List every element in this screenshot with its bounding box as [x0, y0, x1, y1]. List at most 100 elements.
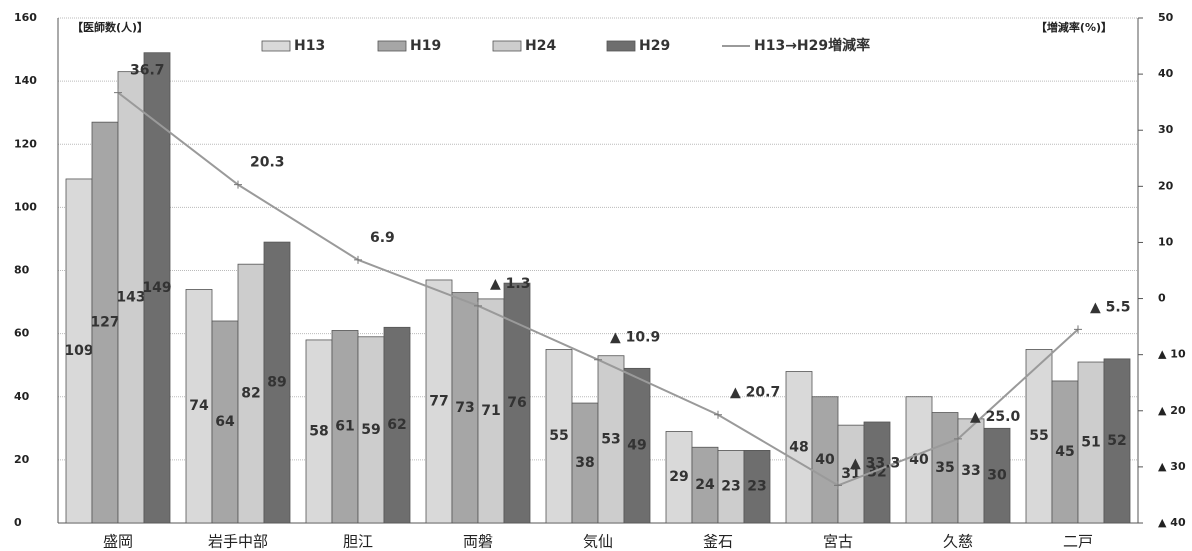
bar-value-label: 55 [1029, 428, 1048, 444]
line-value-label: ▲ 20.7 [730, 385, 780, 401]
line-marker [594, 355, 602, 364]
bar-value-label: 76 [507, 395, 526, 411]
bar-value-label: 53 [601, 431, 620, 447]
x-tick-label: 両磐 [463, 533, 493, 551]
bar [357, 336, 385, 524]
bar [211, 320, 239, 524]
bar-value-label: 73 [455, 400, 474, 416]
x-tick-label: 二戸 [1063, 533, 1093, 551]
x-tick-label: 釜石 [703, 533, 733, 551]
bar-value-label: 149 [142, 280, 171, 296]
bar-value-label: 51 [1081, 435, 1100, 451]
line-marker [114, 88, 122, 97]
bar-value-label: 59 [361, 422, 380, 438]
bar [665, 431, 693, 524]
bar-value-label: 74 [189, 398, 209, 414]
y-tick-label: 140 [14, 74, 37, 87]
bar [1077, 361, 1105, 524]
y2-tick-label: 40 [1158, 67, 1174, 80]
legend-label: H24 [525, 38, 556, 54]
x-tick-label: 胆江 [343, 533, 373, 551]
bar-value-label: 61 [335, 419, 354, 435]
bar [931, 412, 959, 524]
y2-tick-label: 20 [1158, 179, 1174, 192]
x-tick-label: 盛岡 [103, 533, 133, 551]
bar [451, 292, 479, 524]
y2-tick-label: ▲ 30 [1158, 460, 1186, 473]
bar-value-label: 62 [387, 417, 406, 433]
legend-swatch [606, 40, 636, 52]
bar [143, 52, 171, 524]
bar-value-label: 23 [747, 479, 766, 495]
y2-tick-label: ▲ 20 [1158, 404, 1186, 417]
legend-label: H19 [410, 38, 441, 54]
bar [837, 424, 865, 524]
x-tick-label: 岩手中部 [208, 533, 268, 551]
bar [691, 446, 719, 524]
bar-value-label: 23 [721, 479, 740, 495]
legend-label: H29 [639, 38, 670, 54]
bar [65, 178, 93, 524]
bar-value-label: 40 [815, 452, 835, 468]
line-value-label: 20.3 [250, 155, 285, 171]
bar [1051, 380, 1079, 524]
line-value-label: ▲ 25.0 [970, 409, 1020, 425]
line-marker [1074, 325, 1082, 334]
bar [425, 279, 453, 524]
line-value-label: ▲ 33.3 [850, 455, 900, 471]
line-value-label: 36.7 [130, 63, 165, 79]
bar-value-label: 127 [90, 315, 119, 331]
y2-tick-label: 10 [1158, 235, 1174, 248]
bar [1103, 358, 1131, 524]
bar [983, 427, 1011, 524]
bar-value-label: 71 [481, 403, 500, 419]
bar-value-label: 143 [116, 289, 145, 305]
bar [305, 339, 333, 524]
bar [331, 330, 359, 524]
bar-value-label: 109 [64, 343, 93, 359]
line-marker [474, 301, 482, 310]
y-tick-label: 40 [14, 390, 30, 403]
x-tick-label: 気仙 [583, 533, 613, 551]
line-value-label: ▲ 1.3 [490, 276, 530, 292]
bar [743, 450, 771, 524]
y-tick-label: 80 [14, 264, 30, 277]
y-tick-label: 60 [14, 327, 30, 340]
y-tick-label: 120 [14, 137, 37, 150]
y2-tick-label: 50 [1158, 11, 1174, 24]
legend-swatch [261, 40, 291, 52]
line-marker [234, 180, 242, 189]
line-marker [954, 434, 962, 443]
bar-value-label: 64 [215, 414, 235, 430]
line-value-label: ▲ 5.5 [1090, 299, 1130, 315]
x-tick-label: 宮古 [823, 533, 853, 551]
y2-tick-label: ▲ 40 [1158, 516, 1186, 529]
bar-value-label: 33 [961, 463, 980, 479]
legend-swatch [377, 40, 407, 52]
bar-value-label: 58 [309, 423, 328, 439]
bar [785, 371, 813, 524]
line-marker [834, 481, 842, 490]
bar [263, 241, 291, 524]
legend-label: H13→H29増減率 [754, 37, 870, 54]
bar [545, 349, 573, 524]
y-tick-label: 160 [14, 11, 37, 24]
bar [863, 421, 891, 524]
y-axis-title: 【医師数(人)】 [72, 20, 148, 34]
x-tick-label: 久慈 [943, 533, 973, 551]
bar-value-label: 55 [549, 428, 568, 444]
legend-swatch [492, 40, 522, 52]
bar [623, 367, 651, 524]
bar-value-label: 30 [987, 468, 1007, 484]
line-marker [354, 255, 362, 264]
bar-value-label: 29 [669, 469, 688, 485]
bar [91, 121, 119, 524]
bar [117, 71, 145, 524]
y-tick-label: 100 [14, 200, 37, 213]
y2-tick-label: 0 [1158, 292, 1166, 305]
bar-value-label: 77 [429, 393, 448, 409]
bar-value-label: 82 [241, 386, 260, 402]
bar-value-label: 48 [789, 439, 808, 455]
y2-tick-label: 30 [1158, 123, 1174, 136]
bar [1025, 349, 1053, 524]
